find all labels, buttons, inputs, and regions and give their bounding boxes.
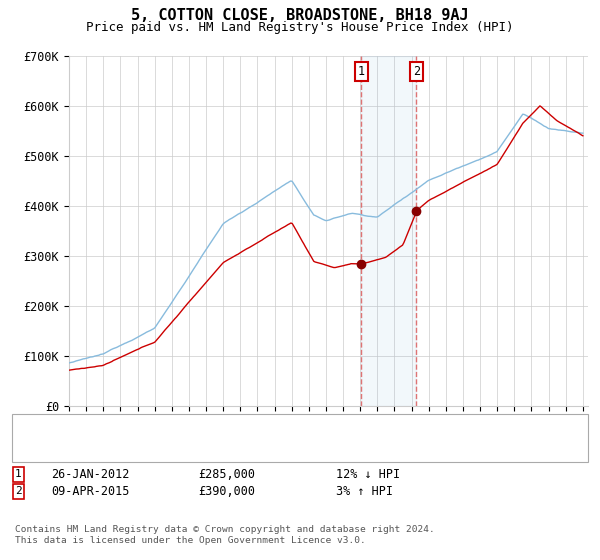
Text: 3% ↑ HPI: 3% ↑ HPI xyxy=(336,484,393,498)
Text: 5, COTTON CLOSE, BROADSTONE, BH18 9AJ: 5, COTTON CLOSE, BROADSTONE, BH18 9AJ xyxy=(131,8,469,24)
Text: 1: 1 xyxy=(15,469,22,479)
Text: 26-JAN-2012: 26-JAN-2012 xyxy=(51,468,130,481)
Text: Contains HM Land Registry data © Crown copyright and database right 2024.
This d: Contains HM Land Registry data © Crown c… xyxy=(15,525,435,545)
Text: £390,000: £390,000 xyxy=(198,484,255,498)
Text: HPI: Average price, detached house, Bournemouth Christchurch and Poole: HPI: Average price, detached house, Bour… xyxy=(69,449,524,459)
Text: 2: 2 xyxy=(413,66,420,78)
Text: 2: 2 xyxy=(15,486,22,496)
Text: 1: 1 xyxy=(358,66,365,78)
Text: 5, COTTON CLOSE, BROADSTONE, BH18 9AJ (detached house): 5, COTTON CLOSE, BROADSTONE, BH18 9AJ (d… xyxy=(69,436,420,446)
Text: £285,000: £285,000 xyxy=(198,468,255,481)
Text: ——: —— xyxy=(24,434,42,449)
Text: 12% ↓ HPI: 12% ↓ HPI xyxy=(336,468,400,481)
Text: ——: —— xyxy=(24,446,42,461)
Text: 09-APR-2015: 09-APR-2015 xyxy=(51,484,130,498)
Bar xyxy=(361,56,416,406)
Text: Price paid vs. HM Land Registry's House Price Index (HPI): Price paid vs. HM Land Registry's House … xyxy=(86,21,514,34)
